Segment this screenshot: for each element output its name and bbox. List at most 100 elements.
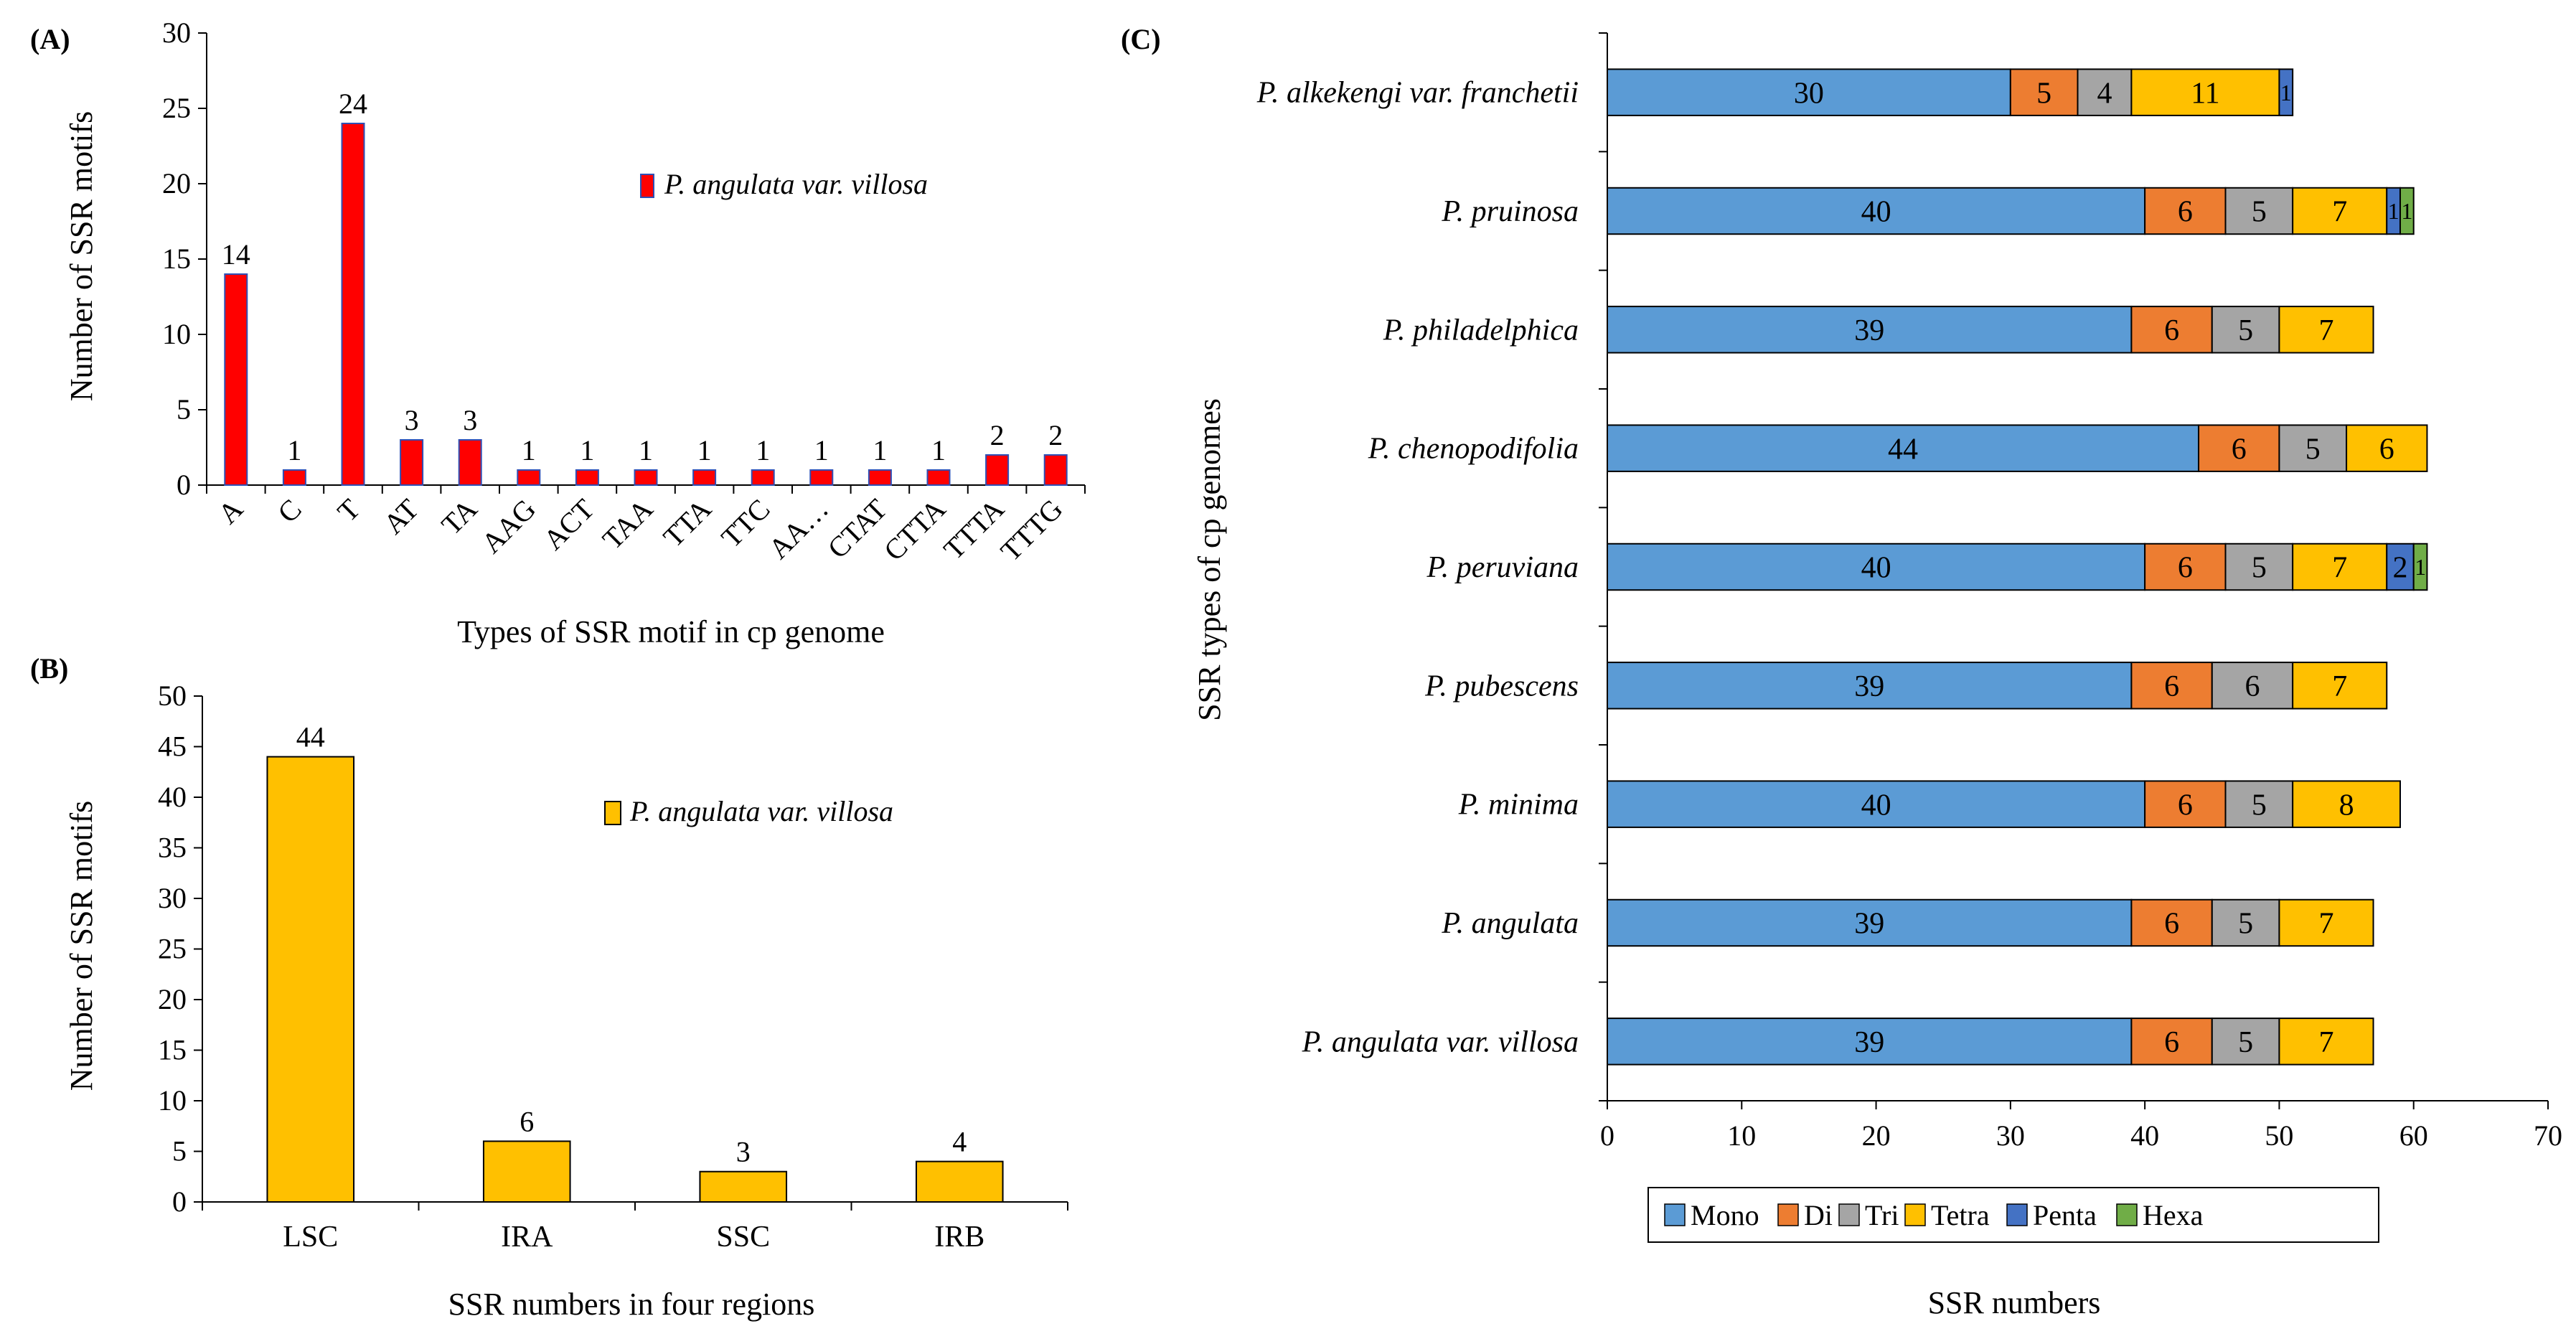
panel-c-legend-label: Tetra bbox=[1931, 1199, 1990, 1231]
panel-c-data-label: 4 bbox=[2097, 77, 2112, 110]
panel-a-data-label: 14 bbox=[222, 238, 250, 271]
panel-a-category-label: AA… bbox=[762, 493, 835, 565]
panel-a-bar bbox=[575, 469, 599, 486]
panel-c-category-label: P. chenopodifolia bbox=[1368, 433, 1579, 466]
panel-c-data-label: 6 bbox=[2164, 314, 2179, 347]
panel-c-bar-mono bbox=[1607, 898, 2133, 947]
panel-c-bar-tetra bbox=[2278, 1018, 2374, 1066]
panel-a-bar bbox=[458, 439, 482, 486]
panel-a-data-label: 3 bbox=[405, 404, 419, 436]
panel-a-category-label: ACT bbox=[537, 493, 600, 556]
panel-c-data-label: 6 bbox=[2379, 433, 2394, 466]
panel-b-y-tick-label: 35 bbox=[158, 832, 187, 864]
panel-c-bar-tetra bbox=[2292, 780, 2401, 828]
panel-c-data-label: 5 bbox=[2036, 77, 2051, 110]
panel-a-category-label: C bbox=[271, 493, 308, 530]
panel-a-bar bbox=[985, 454, 1010, 486]
panel-c-data-label: 7 bbox=[2332, 670, 2347, 703]
panel-a-y-tick-label: 30 bbox=[162, 17, 191, 49]
panel-c-data-label: 2 bbox=[2392, 552, 2407, 585]
panel-c-bar-tetra bbox=[2130, 68, 2280, 116]
panel-c-category-label: P. philadelphica bbox=[1383, 314, 1579, 347]
panel-c-data-label: 39 bbox=[1854, 908, 1884, 941]
panel-c-bar-tri bbox=[2077, 68, 2133, 116]
panel-b-data-label: 6 bbox=[520, 1105, 534, 1137]
panel-c-data-label: 7 bbox=[2318, 314, 2333, 347]
panel-c-bar-hexa bbox=[2412, 542, 2428, 591]
panel-c-data-label: 5 bbox=[2252, 196, 2267, 229]
panel-c-legend-swatch-penta bbox=[2006, 1203, 2028, 1226]
panel-c-x-tick-label: 70 bbox=[2534, 1119, 2562, 1152]
panel-c-legend-label: Di bbox=[1804, 1199, 1833, 1231]
panel-c-bar-di bbox=[2130, 1018, 2213, 1066]
panel-c-data-label: 30 bbox=[1794, 77, 1824, 110]
panel-a-bar bbox=[868, 469, 892, 486]
panel-c-bar-tri bbox=[2211, 1018, 2280, 1066]
panel-b-category-label: IRA bbox=[501, 1221, 553, 1254]
panel-b-label: (B) bbox=[30, 652, 68, 685]
panel-a-category-label: CTAT bbox=[821, 493, 893, 565]
panel-a-data-label: 1 bbox=[522, 434, 536, 466]
panel-c-x-tick-label: 30 bbox=[1996, 1119, 2025, 1152]
panel-c-data-label: 7 bbox=[2318, 1026, 2333, 1059]
panel-a-y-axis-title: Number of SSR motifs bbox=[64, 111, 99, 402]
panel-c-data-label: 39 bbox=[1854, 1026, 1884, 1059]
panel-a-legend-label: P. angulata var. villosa bbox=[664, 168, 928, 200]
panel-c-x-tick-label: 10 bbox=[1727, 1119, 1756, 1152]
panel-a-bar bbox=[341, 123, 365, 486]
panel-c-data-label: 1 bbox=[2280, 80, 2292, 105]
panel-c-bar-mono bbox=[1607, 780, 2146, 828]
panel-a-category-label: TTTG bbox=[994, 493, 1068, 568]
panel-a-category-label: A bbox=[212, 492, 249, 530]
panel-a-data-label: 1 bbox=[639, 434, 653, 466]
panel-c-legend-swatch-tri bbox=[1838, 1203, 1860, 1226]
panel-c-data-label: 1 bbox=[2388, 198, 2399, 224]
panel-a-bar bbox=[224, 273, 248, 486]
panel-c-bar-mono bbox=[1607, 662, 2133, 710]
panel-c-data-label: 1 bbox=[2415, 554, 2426, 580]
panel-c-bar-tetra bbox=[2346, 424, 2428, 472]
panel-c-x-axis-title: SSR numbers bbox=[1928, 1285, 2101, 1320]
panel-b-category-label: SSC bbox=[716, 1221, 770, 1254]
chart-panel-b: (B) Number of SSR motifs SSR numbers in … bbox=[30, 652, 1068, 1322]
panel-a-data-label: 24 bbox=[339, 88, 367, 120]
panel-a-category-label: TTA bbox=[657, 492, 718, 553]
panel-c-x-tick-label: 50 bbox=[2265, 1119, 2293, 1152]
panel-c-legend-label: Penta bbox=[2033, 1199, 2097, 1231]
panel-c-data-label: 5 bbox=[2305, 433, 2321, 466]
panel-a-data-label: 1 bbox=[931, 434, 946, 466]
panel-c-bar-tri bbox=[2211, 306, 2280, 354]
panel-c-bar-di bbox=[2198, 424, 2280, 472]
panel-a-category-label: AT bbox=[377, 493, 425, 540]
panel-b-x-axis-title: SSR numbers in four regions bbox=[448, 1287, 815, 1322]
panel-c-bar-penta bbox=[2278, 68, 2294, 116]
panel-c-bar-di bbox=[2009, 68, 2079, 116]
panel-c-bar-hexa bbox=[2399, 187, 2415, 235]
panel-c-data-label: 5 bbox=[2238, 314, 2253, 347]
panel-c-data-label: 6 bbox=[2178, 552, 2193, 585]
panel-b-y-tick-label: 50 bbox=[158, 680, 187, 712]
panel-c-x-tick-label: 40 bbox=[2130, 1119, 2159, 1152]
panel-c-data-label: 6 bbox=[2178, 789, 2193, 822]
panel-c-data-label: 7 bbox=[2332, 552, 2347, 585]
panel-b-y-tick-label: 15 bbox=[158, 1034, 187, 1066]
panel-a-legend-swatch bbox=[640, 174, 654, 198]
panel-c-data-label: 11 bbox=[2191, 77, 2219, 110]
panel-c-category-label: P. peruviana bbox=[1426, 551, 1579, 584]
panel-c-bar-di bbox=[2130, 898, 2213, 947]
panel-c-data-label: 1 bbox=[2401, 198, 2412, 224]
panel-c-data-label: 6 bbox=[2232, 433, 2247, 466]
panel-a-category-label: TAA bbox=[596, 492, 659, 555]
panel-c-data-label: 5 bbox=[2238, 908, 2253, 941]
panel-c-data-label: 44 bbox=[1888, 433, 1918, 466]
panel-c-data-label: 40 bbox=[1861, 552, 1891, 585]
panel-c-bar-mono bbox=[1607, 1018, 2133, 1066]
panel-a-y-tick-label: 15 bbox=[162, 243, 191, 275]
panel-a-bar bbox=[634, 469, 658, 486]
panel-c-x-tick-label: 20 bbox=[1862, 1119, 1891, 1152]
panel-a-bar bbox=[926, 469, 951, 486]
panel-c-data-label: 5 bbox=[2238, 1026, 2253, 1059]
panel-a-bar bbox=[517, 469, 541, 486]
panel-c-bar-di bbox=[2130, 306, 2213, 354]
